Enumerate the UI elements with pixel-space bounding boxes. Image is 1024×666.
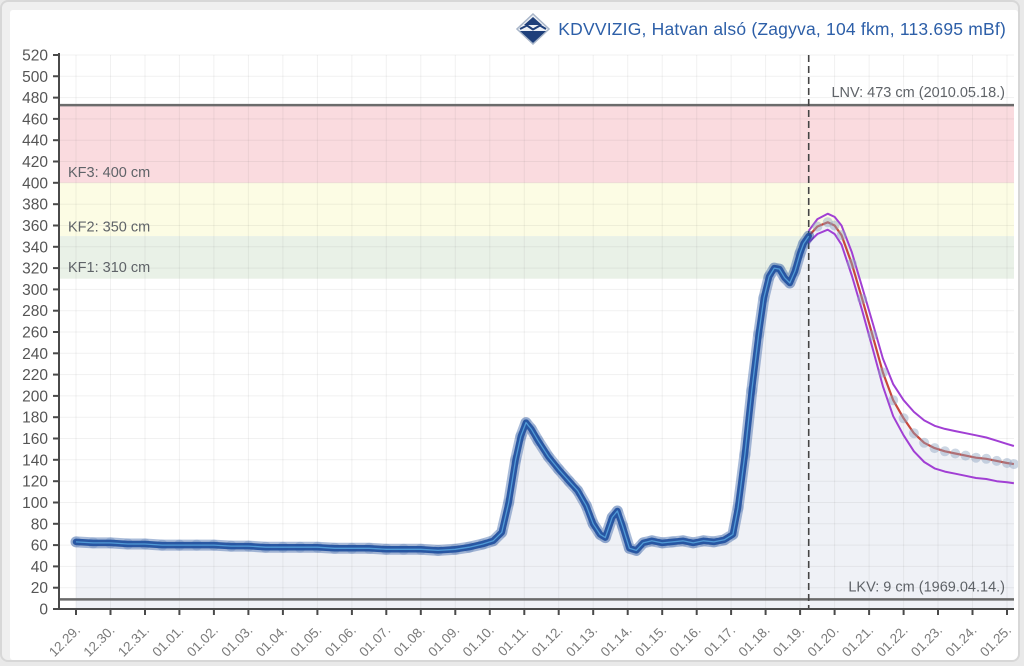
chart-card (10, 10, 1018, 660)
station-title-link[interactable]: KDVVIZIG, Hatvan alsó (Zagyva, 104 fkm, … (558, 18, 1006, 39)
chart-header: KDVVIZIG, Hatvan alsó (Zagyva, 104 fkm, … (516, 13, 1006, 45)
kdvvizig-logo-icon (516, 13, 551, 45)
